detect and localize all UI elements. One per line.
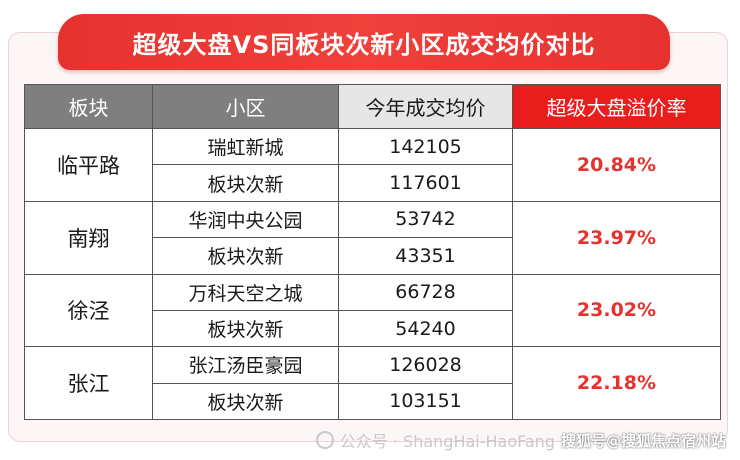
community-cell: 瑞虹新城	[152, 127, 339, 166]
price-cell: 142105	[338, 127, 513, 166]
header-row: 板块 小区 今年成交均价 超级大盘溢价率	[24, 84, 721, 129]
price-cell: 126028	[338, 346, 513, 384]
comparison-table: 板块 小区 今年成交均价 超级大盘溢价率 临平路 瑞虹新城 142105 20.…	[24, 84, 721, 421]
price-cell: 53742	[338, 200, 513, 239]
price-cell: 43351	[338, 237, 513, 275]
premium-rate-cell: 23.02%	[512, 273, 721, 348]
district-cell: 临平路	[24, 128, 153, 202]
community-cell: 华润中央公园	[152, 200, 339, 239]
table-row: 板块次新 54240	[25, 309, 721, 348]
table-row: 张江 张江汤臣豪园 126028 22.18%	[24, 346, 721, 420]
watermark-source: 搜狐号@搜狐焦点宿州站	[560, 431, 726, 450]
district-cell: 徐泾	[24, 273, 153, 348]
community-cell: 板块次新	[152, 237, 339, 275]
table-row: 南翔 华润中央公园 53742 23.97%	[24, 200, 721, 275]
header-average-price: 今年成交均价	[338, 84, 513, 129]
community-cell: 板块次新	[152, 164, 339, 202]
header-district: 板块	[24, 84, 153, 129]
wechat-icon	[315, 431, 334, 449]
premium-rate-cell: 23.97%	[512, 200, 721, 275]
watermark-account: 公众号 · ShangHai-HaoFang	[339, 432, 555, 451]
title-banner: 超级大盘VS同板块次新小区成交均价对比	[58, 14, 670, 70]
price-cell: 103151	[338, 382, 513, 421]
watermark: 公众号 · ShangHai-HaoFang 搜狐号@搜狐焦点宿州站	[315, 428, 726, 452]
table-row: 板块次新 43351	[25, 237, 721, 275]
table-row: 徐泾 万科天空之城 66728 23.02%	[24, 273, 721, 348]
community-cell: 万科天空之城	[152, 273, 339, 311]
table-row: 板块次新 103151	[25, 382, 721, 421]
price-cell: 54240	[338, 309, 513, 348]
table-row: 临平路 瑞虹新城 142105 20.84%	[24, 127, 721, 202]
community-cell: 张江汤臣豪园	[152, 346, 339, 384]
premium-rate-cell: 20.84%	[512, 128, 721, 202]
community-cell: 板块次新	[152, 309, 339, 348]
community-cell: 板块次新	[152, 382, 339, 421]
premium-rate-cell: 22.18%	[512, 346, 721, 420]
page-title: 超级大盘VS同板块次新小区成交均价对比	[132, 30, 596, 59]
price-cell: 117601	[338, 164, 513, 202]
header-premium-rate: 超级大盘溢价率	[512, 84, 721, 129]
header-community: 小区	[152, 84, 339, 129]
district-cell: 张江	[24, 346, 153, 420]
price-cell: 66728	[338, 273, 513, 311]
district-cell: 南翔	[24, 200, 153, 275]
